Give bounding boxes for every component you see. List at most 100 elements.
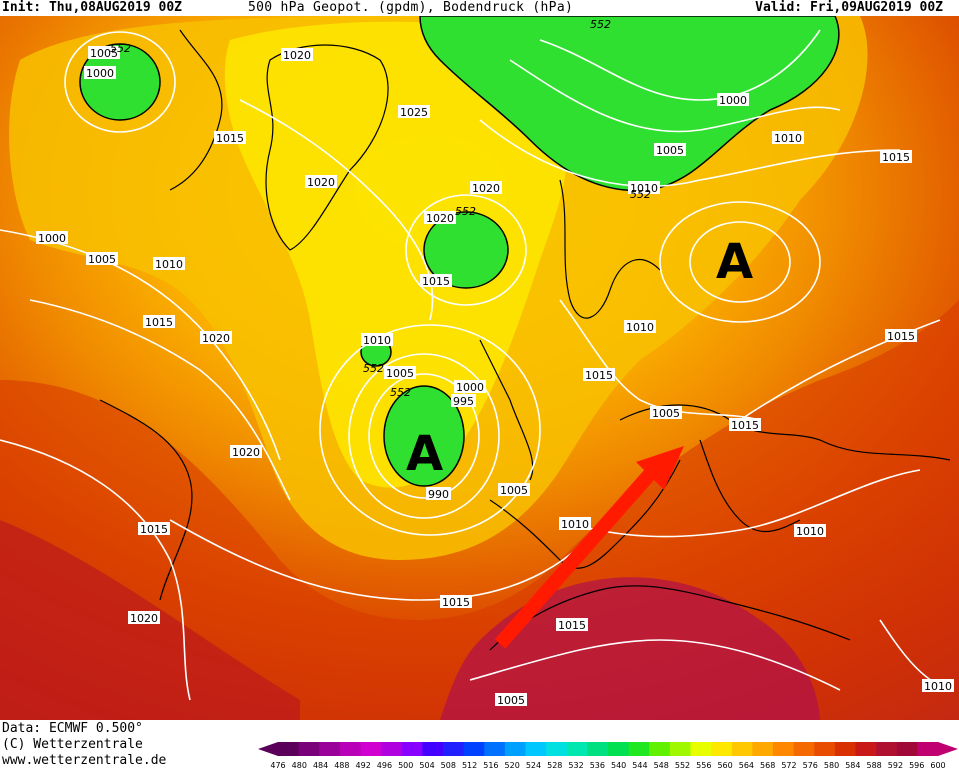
svg-text:1010: 1010 [561,518,589,531]
colorbar-tick-label: 552 [675,761,690,770]
geopot-label: 552 [455,205,476,218]
geopot-label: 552 [630,188,651,201]
isobar-label: 1020 [230,445,262,459]
isobar-label: 1020 [200,331,232,345]
colorbar-tick-label: 596 [909,761,924,770]
isobar-label: 990 [426,487,451,501]
colorbar-tick-label: 508 [441,761,456,770]
copyright: (C) Wetterzentrale [2,737,143,752]
website: www.wetterzentrale.de [2,753,167,768]
isobar-label: 1015 [583,368,615,382]
colorbar-swatch [752,742,774,756]
isobar-label: 995 [451,394,476,408]
high-marker-atlantic: A [406,426,443,482]
colorbar-swatch [669,742,691,756]
coastlines [99,29,951,651]
svg-text:990: 990 [428,488,449,501]
svg-text:1015: 1015 [145,316,173,329]
isobars [0,29,951,701]
colorbar-tick-label: 576 [803,761,818,770]
isobar-label: 1010 [794,524,826,538]
isobar-label: 1010 [772,131,804,145]
svg-text:1015: 1015 [558,619,586,632]
colorbar-tick-label: 536 [590,761,605,770]
isobar-label: 1015 [138,522,170,536]
svg-text:1020: 1020 [232,446,260,459]
colorbar-swatch [401,742,423,756]
colorbar-tick-label: 504 [419,761,434,770]
colorbar-tick-label: 488 [334,761,349,770]
isobar-label: 1005 [86,252,118,266]
colorbar-tick-label: 548 [654,761,669,770]
svg-text:1005: 1005 [656,144,684,157]
init-time: Init: Thu,08AUG2019 00Z [2,0,183,15]
isobar-label: 1015 [729,418,761,432]
colorbar-swatch [360,742,382,756]
colorbar-swatch [793,742,815,756]
colorbar-tick-label: 500 [398,761,413,770]
isobar-label: 1020 [424,211,456,225]
colorbar-swatch [504,742,526,756]
isobar-label: 1005 [384,366,416,380]
colorbar-swatch [319,742,341,756]
svg-text:1000: 1000 [86,67,114,80]
colorbar-swatch [339,742,361,756]
svg-text:1005: 1005 [497,694,525,707]
colorbar-swatch [855,742,877,756]
svg-text:1015: 1015 [140,523,168,536]
colorbar-max-arrow [938,742,958,756]
svg-text:1000: 1000 [719,94,747,107]
svg-text:1015: 1015 [882,151,910,164]
isobar-labels: 1005 1000 1020 1015 1025 1020 1020 1000 1005 1010… [36,46,954,707]
svg-text:1025: 1025 [400,106,428,119]
colorbar-tick-label: 564 [739,761,754,770]
svg-text:1015: 1015 [216,132,244,145]
colorbar-tick-label: 496 [377,761,392,770]
isobar-label: 1010 [624,320,656,334]
low-north-greenland [419,16,840,192]
data-source: Data: ECMWF 0.500° [2,721,143,736]
colorbar-tick-label: 528 [547,761,562,770]
colorbar-swatch [463,742,485,756]
colorbar-tick-label: 560 [717,761,732,770]
svg-text:1020: 1020 [307,176,335,189]
colorbar-tick-label: 492 [356,761,371,770]
colorbar-swatch [566,742,588,756]
colorbar-swatch [484,742,506,756]
isobar-label: 1005 [495,693,527,707]
isobar-label: 1010 [559,517,591,531]
svg-text:1005: 1005 [500,484,528,497]
isobar-label: 1015 [885,329,917,343]
isobar-label: 1010 [153,257,185,271]
red-arrow [494,446,684,649]
svg-text:1015: 1015 [731,419,759,432]
isobar-label: 1015 [214,131,246,145]
isobar-label: 1025 [398,105,430,119]
svg-text:1010: 1010 [796,525,824,538]
colorbar-swatch [690,742,712,756]
colorbar-tick-label: 520 [505,761,520,770]
svg-text:1010: 1010 [626,321,654,334]
colorbar-tick-label: 580 [824,761,839,770]
isobar-label: 1010 [361,333,393,347]
isobar-label: 1010 [628,181,660,195]
valid-time: Valid: Fri,09AUG2019 00Z [755,0,943,15]
svg-text:1020: 1020 [472,182,500,195]
svg-text:1010: 1010 [155,258,183,271]
colorbar-swatch [546,742,568,756]
low-atlantic [383,385,465,487]
colorbar-swatch [896,742,918,756]
svg-text:1015: 1015 [422,275,450,288]
isobar-label: 1015 [420,274,452,288]
chart-header: Init: Thu,08AUG2019 00Z 500 hPa Geopot. … [0,0,959,16]
colorbar-swatch [773,742,795,756]
colorbar-swatch [814,742,836,756]
low-labrador [79,43,161,121]
svg-text:1000: 1000 [456,381,484,394]
colorbar-swatch [381,742,403,756]
isobar-label: 1020 [128,611,160,625]
isobar-label: 1005 [654,143,686,157]
colorbar-tick-label: 524 [526,761,541,770]
geopot-label: 552 [590,18,611,31]
